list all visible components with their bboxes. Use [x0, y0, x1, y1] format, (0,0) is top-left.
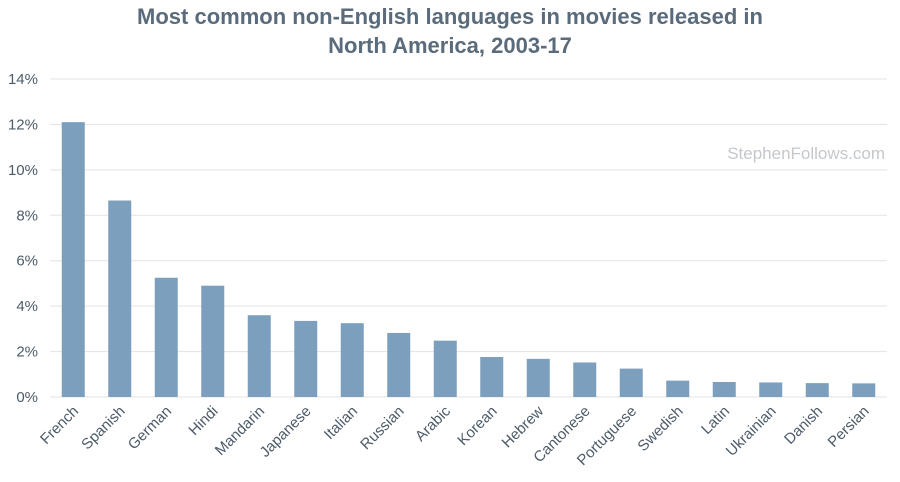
x-tick-label: Russian: [357, 403, 407, 453]
y-axis: 0% 2% 4% 6% 8% 10% 12% 14%: [8, 71, 38, 406]
gridlines: [50, 78, 887, 398]
y-tick-label: 14%: [8, 71, 38, 88]
x-tick-label: Persian: [825, 403, 873, 451]
watermark: StephenFollows.com: [727, 144, 885, 163]
x-tick-label: Spanish: [78, 403, 128, 453]
x-tick-label: Hindi: [185, 403, 221, 439]
x-tick-label: Japanese: [257, 403, 315, 461]
bar: [247, 315, 271, 397]
y-tick-label: 2%: [16, 344, 38, 361]
bar: [526, 358, 550, 397]
bar: [666, 380, 690, 397]
x-tick-label: German: [125, 403, 175, 453]
bar: [387, 332, 411, 397]
bar: [712, 382, 736, 397]
x-tick-label: Latin: [698, 403, 733, 438]
x-tick-label: Italian: [321, 403, 361, 443]
bar: [759, 382, 783, 397]
bars: [61, 122, 876, 398]
chart-title-line-1: Most common non-English languages in mov…: [137, 4, 763, 29]
chart-title: Most common non-English languages in mov…: [0, 2, 900, 60]
bar: [294, 320, 318, 397]
y-tick-label: 10%: [8, 162, 38, 179]
y-tick-label: 12%: [8, 116, 38, 133]
bar: [573, 362, 597, 397]
chart-title-line-2: North America, 2003-17: [328, 33, 572, 58]
y-tick-label: 8%: [16, 207, 38, 224]
x-tick-label: Arabic: [412, 402, 454, 444]
x-tick-label: Danish: [781, 403, 826, 448]
x-tick-label: French: [37, 403, 82, 448]
bar: [619, 368, 643, 397]
x-tick-label: Swedish: [634, 403, 686, 455]
bar: [480, 357, 504, 397]
bar: [108, 200, 132, 397]
bar: [340, 323, 364, 397]
y-tick-label: 0%: [16, 389, 38, 406]
bar: [852, 383, 876, 397]
y-tick-label: 6%: [16, 253, 38, 270]
bar: [433, 340, 457, 397]
bar: [805, 383, 829, 397]
bar: [201, 285, 225, 397]
x-tick-label: Ukrainian: [723, 403, 780, 460]
bar: [154, 277, 178, 397]
y-tick-label: 4%: [16, 298, 38, 315]
bar: [61, 122, 85, 398]
x-tick-label: Korean: [454, 403, 500, 449]
